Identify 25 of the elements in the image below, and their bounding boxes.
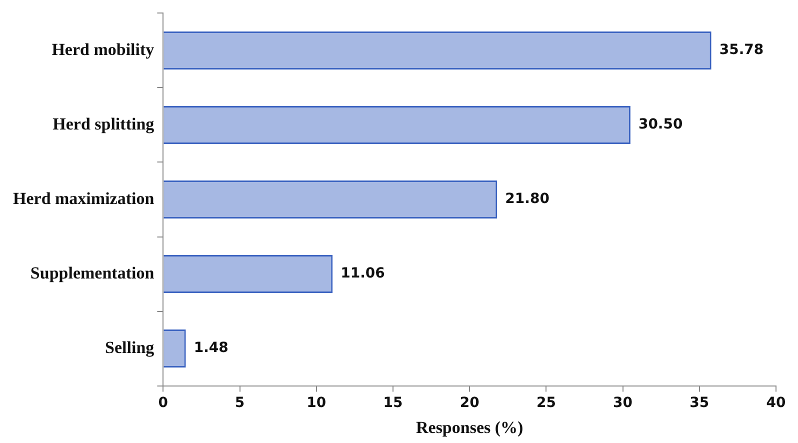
y-tick-label: Selling [105,338,155,357]
data-label: 35.78 [719,42,764,58]
data-label: 11.06 [340,266,385,282]
x-tick-label: 35 [690,394,710,411]
data-label: 1.48 [194,340,228,356]
x-tick-label: 0 [158,394,168,411]
data-label: 21.80 [505,191,550,208]
x-tick-label: 20 [460,394,480,411]
x-tick-label: 40 [766,394,786,411]
x-tick-label: 15 [383,394,403,411]
bar [164,180,498,219]
x-tick-label: 25 [536,394,556,411]
y-tick-label: Herd mobility [52,40,155,59]
bar [164,255,333,294]
x-tick-label: 10 [306,394,326,411]
bar [164,31,712,70]
bar [164,106,630,144]
data-label: 30.50 [638,116,683,133]
x-tick-label: 5 [234,394,245,411]
x-axis-title: Responses (%) [416,418,524,438]
x-tick-label: 30 [613,394,633,411]
y-tick-label: Herd splitting [52,114,155,134]
y-tick-label: Herd maximization [13,188,155,208]
y-tick-label: Supplementation [30,263,155,282]
bar [164,330,186,368]
